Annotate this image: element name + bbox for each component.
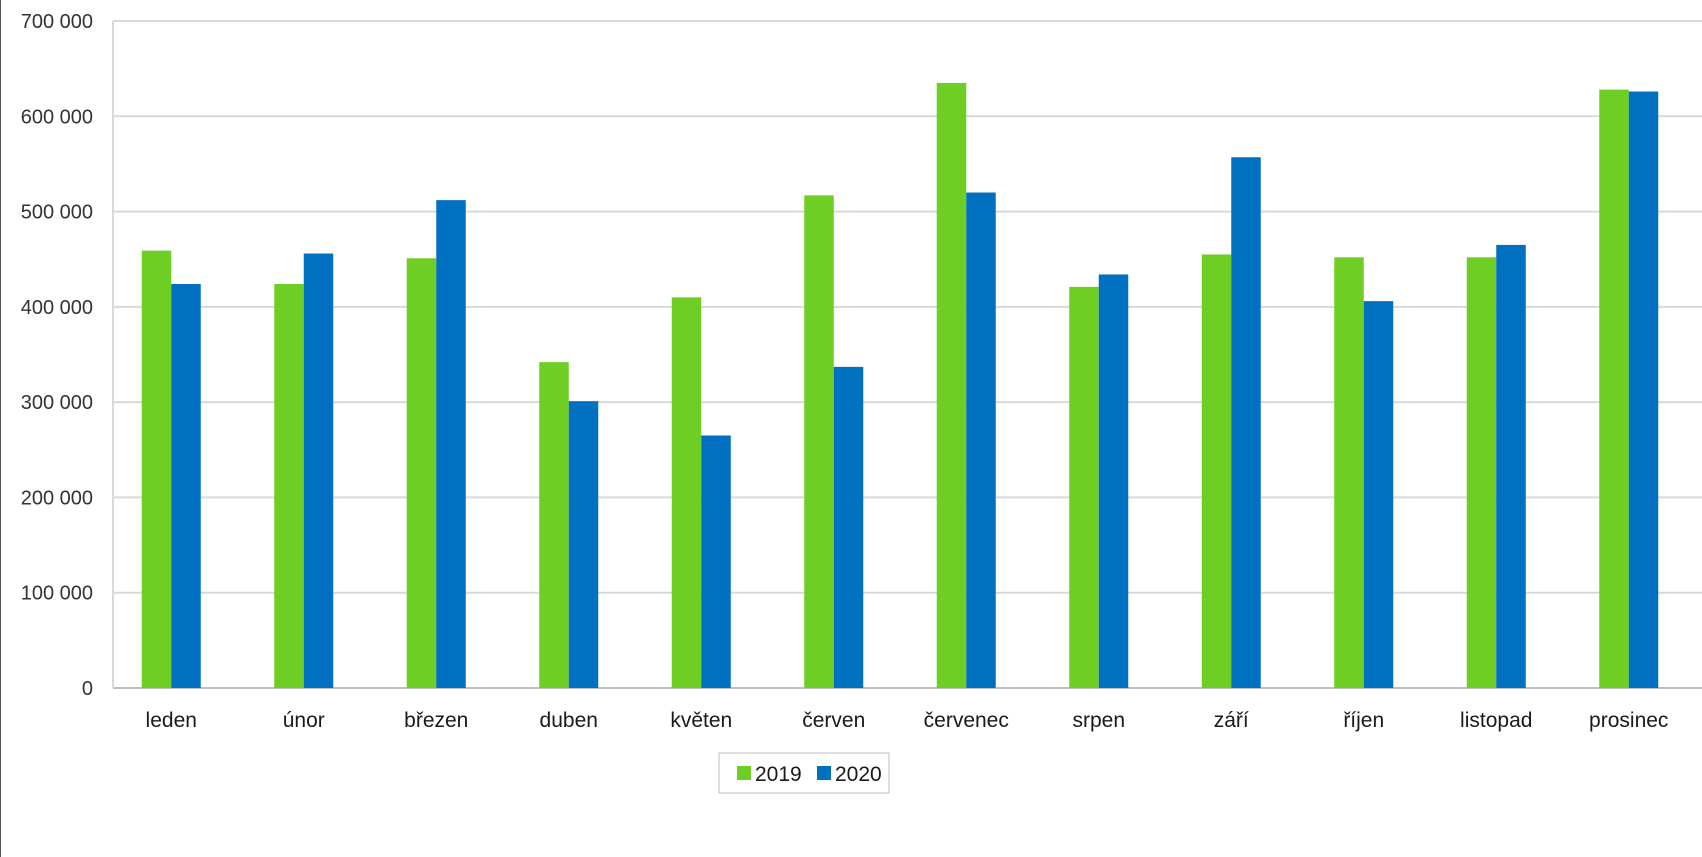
y-tick-label: 0 <box>82 678 93 700</box>
legend-label-2020: 2020 <box>835 763 882 786</box>
bar-2019-březen <box>406 258 437 688</box>
bar-2020-červen <box>833 366 864 688</box>
bar-2019-červen <box>804 195 834 688</box>
bar-2019-listopad <box>1466 257 1497 688</box>
y-tick-label: 700 000 <box>21 11 93 33</box>
x-tick-label: květen <box>670 709 732 732</box>
bars <box>141 82 1659 689</box>
gridlines <box>112 20 1702 689</box>
x-tick-label: listopad <box>1460 709 1532 732</box>
bar-2019-únor <box>274 283 304 688</box>
y-tick-label: 500 000 <box>21 202 93 224</box>
legend-label-2019: 2019 <box>755 763 802 786</box>
x-tick-label: srpen <box>1072 709 1125 732</box>
legend: 2019 2020 <box>718 752 890 794</box>
bar-2019-září <box>1201 254 1232 688</box>
legend-swatch-2019 <box>737 766 751 780</box>
y-tick-label: 400 000 <box>21 297 93 319</box>
x-tick-label: prosinec <box>1589 709 1668 732</box>
legend-swatch-2020 <box>817 766 831 780</box>
x-tick-label: červenec <box>924 709 1009 732</box>
y-tick-label: 300 000 <box>21 392 93 414</box>
bar-2020-duben <box>568 401 599 688</box>
bar-2019-prosinec <box>1599 89 1629 688</box>
bar-2020-květen <box>701 435 731 688</box>
bar-2019-srpen <box>1069 286 1099 688</box>
bar-2020-listopad <box>1496 244 1526 688</box>
y-tick-label: 100 000 <box>21 583 93 605</box>
bar-2020-únor <box>303 253 334 689</box>
bar-2020-březen <box>436 200 466 688</box>
x-tick-label: září <box>1214 709 1249 732</box>
x-tick-label: duben <box>540 709 598 732</box>
bar-2019-duben <box>539 362 569 688</box>
bar-2019-říjen <box>1334 257 1364 688</box>
x-tick-label: leden <box>146 709 197 732</box>
x-axis: leden únor březen duben květen červen červenec… <box>146 709 1669 732</box>
x-tick-label: březen <box>404 709 468 732</box>
x-tick-label: únor <box>283 709 325 732</box>
y-axis-ticks: 0 100 000 200 000 300 000 400 000 500 000 600 … <box>21 11 93 700</box>
bar-2019-leden <box>141 250 172 689</box>
bar-2020-srpen <box>1098 274 1129 688</box>
bar-2020-září <box>1231 157 1261 689</box>
bar-2020-červenec <box>966 192 996 688</box>
x-tick-label: červen <box>802 709 865 732</box>
bar-2020-prosinec <box>1628 91 1659 689</box>
bar-2019-červenec <box>936 82 967 688</box>
bar-2019-květen <box>671 297 702 688</box>
y-tick-label: 600 000 <box>21 106 93 128</box>
bar-2020-říjen <box>1363 301 1394 688</box>
x-tick-label: říjen <box>1343 709 1384 732</box>
bar-2020-leden <box>171 283 201 688</box>
y-tick-label: 200 000 <box>21 487 93 509</box>
